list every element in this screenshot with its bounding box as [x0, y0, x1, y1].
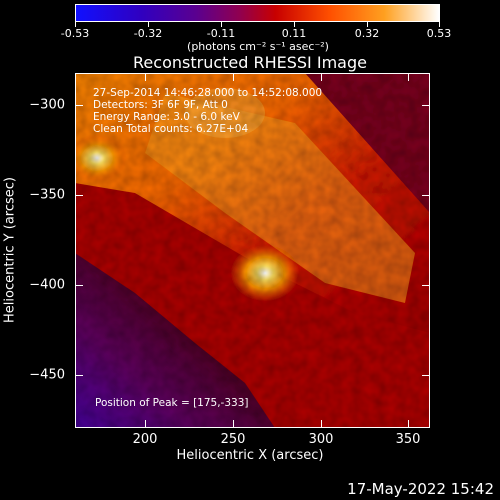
- colorbar-tick: [439, 22, 440, 27]
- y-tickmark: [422, 375, 430, 376]
- time-range: 27-Sep-2014 14:46:28.000 to 14:52:08.000: [93, 87, 323, 99]
- x-axis-label: Heliocentric X (arcsec): [176, 448, 324, 463]
- colorbar-tick: [148, 22, 149, 27]
- x-tick-label: 350: [395, 432, 421, 447]
- x-tickmark: [233, 420, 234, 428]
- x-tickmark: [145, 420, 146, 428]
- colorbar-tick-label: -0.53: [60, 27, 90, 40]
- y-tickmark: [75, 375, 83, 376]
- colorbar-tick-label: -0.32: [133, 27, 163, 40]
- x-tickmark: [145, 73, 146, 81]
- y-tickmark: [422, 105, 430, 106]
- x-tickmark: [321, 420, 322, 428]
- colorbar-tick: [294, 22, 295, 27]
- colorbar: [75, 4, 440, 22]
- y-tickmark: [75, 105, 83, 106]
- x-tick-label: 250: [220, 432, 246, 447]
- colorbar-tick: [367, 22, 368, 27]
- datestamp: 17-May-2022 15:42: [347, 480, 494, 498]
- x-tick-label: 200: [132, 432, 158, 447]
- y-tickmark: [422, 285, 430, 286]
- colorbar-tick: [75, 22, 76, 27]
- rhessi-image: [75, 73, 430, 428]
- y-tickmark: [75, 285, 83, 286]
- y-axis-label: Heliocentric Y (arcsec): [2, 177, 18, 323]
- colorbar-tick: [221, 22, 222, 27]
- image-title: Reconstructed RHESSI Image: [133, 53, 367, 72]
- y-tickmark: [422, 195, 430, 196]
- colorbar-tick-label: -0.11: [206, 27, 236, 40]
- y-tick-label: −400: [29, 277, 65, 293]
- detectors: Detectors: 3F 6F 9F, Att 0: [93, 99, 228, 111]
- x-tickmark: [408, 73, 409, 81]
- y-tickmark: [75, 195, 83, 196]
- colorbar-unit: (photons cm⁻² s⁻¹ asec⁻²): [187, 40, 329, 53]
- y-tick-label: −450: [29, 367, 65, 383]
- energy-range: Energy Range: 3.0 - 6.0 keV: [93, 111, 240, 123]
- colorbar-tick-label: 0.53: [426, 27, 452, 40]
- peak-position: Position of Peak = [175,-333]: [95, 397, 249, 409]
- x-tickmark: [408, 420, 409, 428]
- colorbar-tick-label: 0.32: [354, 27, 380, 40]
- method-counts: Clean Total counts: 6.27E+04: [93, 123, 249, 135]
- x-tickmark: [233, 73, 234, 81]
- plot-frame: [75, 73, 430, 428]
- x-tickmark: [321, 73, 322, 81]
- x-tick-label: 300: [308, 432, 334, 447]
- y-tick-label: −350: [29, 187, 65, 203]
- colorbar-tick-label: 0.11: [281, 27, 307, 40]
- y-tick-label: −300: [29, 97, 65, 113]
